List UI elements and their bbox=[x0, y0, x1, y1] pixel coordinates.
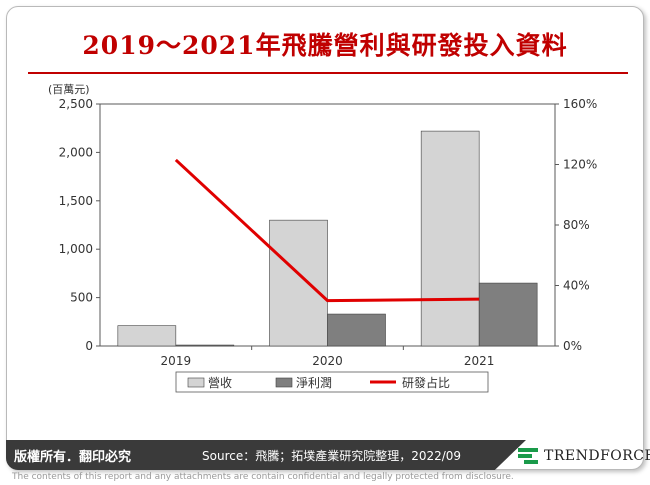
series-line-rd-ratio bbox=[174, 158, 480, 303]
bar-revenue bbox=[420, 130, 480, 347]
legend-label-rd-ratio: 研發占比 bbox=[402, 375, 450, 390]
right-axis-tick-label: 80% bbox=[563, 218, 590, 232]
bar-revenue bbox=[269, 219, 328, 347]
left-axis-unit-label: (百萬元) bbox=[48, 83, 90, 96]
disclaimer-text: The contents of this report and any atta… bbox=[12, 472, 514, 482]
right-axis-tick-label: 0% bbox=[563, 339, 582, 353]
footer-dark-band bbox=[6, 440, 526, 470]
legend-box bbox=[175, 371, 489, 393]
footer-bar: 版權所有．翻印必究 Source：飛騰；拓墣產業研究院整理，2022/09 TR… bbox=[6, 440, 650, 470]
x-axis-tick-label: 2021 bbox=[464, 354, 495, 368]
left-axis-tick-label: 1,500 bbox=[59, 194, 93, 208]
right-axis-tick-label: 160% bbox=[563, 97, 597, 111]
title-divider bbox=[28, 72, 628, 74]
chart-title: 2019～2021年飛騰營利與研發投入資料 bbox=[82, 31, 568, 60]
left-axis-tick-label: 0 bbox=[85, 339, 93, 353]
logo-wordmark: TRENDFORCE bbox=[544, 448, 650, 464]
left-axis-tick-label: 2,000 bbox=[59, 145, 93, 159]
trendforce-logo: TRENDFORCE bbox=[518, 444, 650, 468]
left-axis-tick-label: 1,000 bbox=[59, 242, 93, 256]
bar-revenue bbox=[117, 325, 177, 347]
x-axis-tick-label: 2019 bbox=[161, 354, 192, 368]
legend-swatch-revenue bbox=[187, 377, 205, 388]
legend-label-revenue: 營收 bbox=[208, 376, 232, 390]
bar-net-profit bbox=[327, 313, 386, 347]
left-axis-tick-label: 500 bbox=[70, 291, 93, 305]
trendforce-logo-icon bbox=[518, 448, 538, 464]
source-note: Source：飛騰；拓墣產業研究院整理，2022/09 bbox=[202, 449, 462, 463]
left-axis-tick-label: 2,500 bbox=[59, 97, 93, 111]
copyright-notice: 版權所有．翻印必究 bbox=[14, 450, 132, 465]
right-axis-tick-label: 40% bbox=[563, 279, 590, 293]
bar-net-profit bbox=[175, 344, 235, 347]
legend-label-net-profit: 淨利潤 bbox=[296, 376, 332, 390]
right-axis-tick-label: 120% bbox=[563, 158, 597, 172]
x-axis-tick-label: 2020 bbox=[312, 354, 343, 368]
legend-swatch-net-profit bbox=[275, 377, 293, 388]
chart: 0 500 1,000 1,500 2,000 2,500(百萬元) 0% 40% 80% 120… bbox=[48, 83, 597, 393]
bar-net-profit bbox=[478, 282, 538, 347]
